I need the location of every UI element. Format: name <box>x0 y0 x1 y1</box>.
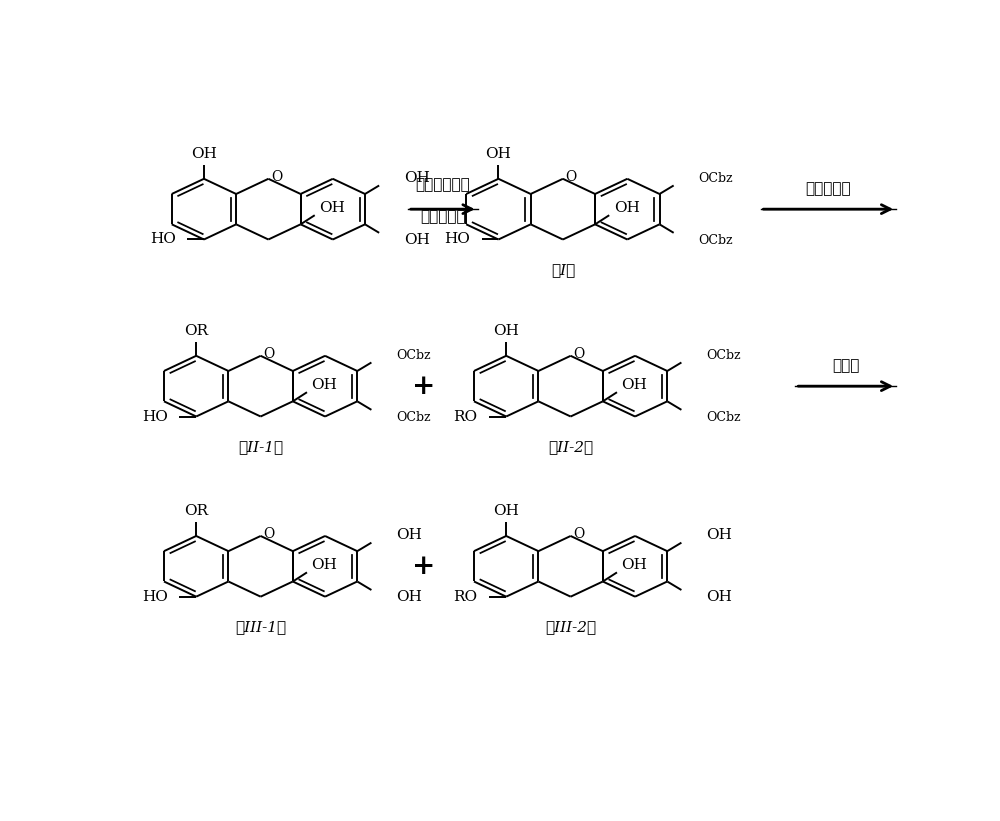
Text: OH: OH <box>614 200 640 214</box>
Text: OH: OH <box>312 378 337 392</box>
Text: OH: OH <box>493 324 519 338</box>
Text: OH: OH <box>396 590 422 604</box>
Text: OH: OH <box>191 147 217 161</box>
Text: O: O <box>565 170 577 184</box>
Text: OH: OH <box>312 557 337 571</box>
Text: O: O <box>263 527 274 542</box>
Text: （III-2）: （III-2） <box>545 620 596 634</box>
Text: OH: OH <box>396 529 422 543</box>
Text: 脱保护: 脱保护 <box>832 359 859 374</box>
Text: O: O <box>573 347 584 361</box>
Text: 酸酐或酰氯: 酸酐或酰氯 <box>806 181 851 196</box>
Text: （III-1）: （III-1） <box>235 620 286 634</box>
Text: O: O <box>263 347 274 361</box>
Text: O: O <box>573 527 584 542</box>
Text: OH: OH <box>706 590 732 604</box>
Text: OH: OH <box>319 200 345 214</box>
Text: （II-2）: （II-2） <box>548 440 593 454</box>
Text: HO: HO <box>142 410 168 424</box>
Text: +: + <box>412 553 435 580</box>
Text: OCbz: OCbz <box>396 410 431 424</box>
Text: OCbz: OCbz <box>396 349 431 362</box>
Text: （I）: （I） <box>551 263 575 277</box>
Text: OH: OH <box>486 147 511 161</box>
Text: OCbz: OCbz <box>706 410 741 424</box>
Text: OR: OR <box>184 324 208 338</box>
Text: OH: OH <box>622 557 647 571</box>
Text: OCbz: OCbz <box>706 349 741 362</box>
Text: OH: OH <box>622 378 647 392</box>
Text: OH: OH <box>706 529 732 543</box>
Text: OCbz: OCbz <box>699 234 733 246</box>
Text: OH: OH <box>404 172 430 186</box>
Text: +: + <box>412 373 435 400</box>
Text: 三级胺，乙腼: 三级胺，乙腼 <box>415 177 470 193</box>
Text: RO: RO <box>453 410 477 424</box>
Text: HO: HO <box>150 232 176 246</box>
Text: O: O <box>271 170 282 184</box>
Text: OH: OH <box>404 233 430 247</box>
Text: HO: HO <box>142 589 168 603</box>
Text: OCbz: OCbz <box>699 172 733 185</box>
Text: RO: RO <box>453 589 477 603</box>
Text: OH: OH <box>493 504 519 518</box>
Text: HO: HO <box>445 232 470 246</box>
Text: OR: OR <box>184 504 208 518</box>
Text: 氯甲酸苄酯: 氯甲酸苄酯 <box>420 209 466 224</box>
Text: （II-1）: （II-1） <box>238 440 283 454</box>
